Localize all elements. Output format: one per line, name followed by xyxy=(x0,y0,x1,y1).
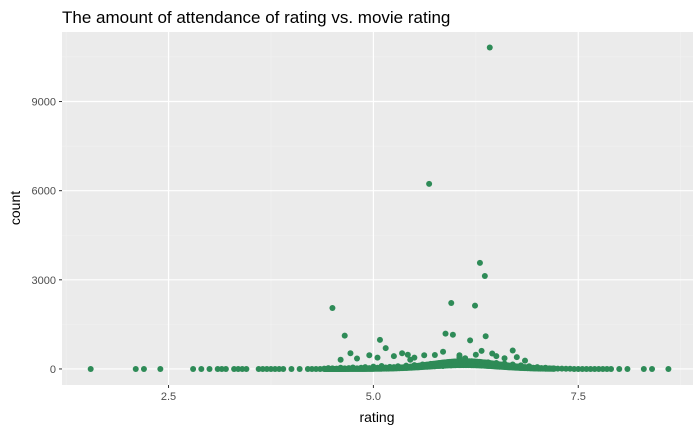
x-axis-title: rating xyxy=(359,409,394,425)
data-point xyxy=(390,353,397,360)
data-point xyxy=(665,365,672,372)
y-tick-label: 6000 xyxy=(32,186,56,198)
x-tick-label: 7.5 xyxy=(571,391,586,403)
data-point xyxy=(140,365,147,372)
x-tick-label: 2.5 xyxy=(161,391,176,403)
y-axis-ticks: 0 3000 6000 9000 xyxy=(32,97,62,376)
data-point xyxy=(399,350,406,357)
data-point xyxy=(608,365,615,372)
data-point xyxy=(478,347,485,354)
data-point xyxy=(329,305,336,312)
data-point xyxy=(296,365,303,372)
data-point xyxy=(442,330,449,337)
x-tick-label: 5.0 xyxy=(366,391,381,403)
data-point xyxy=(482,333,489,340)
data-point xyxy=(649,365,656,372)
data-point xyxy=(366,352,373,359)
data-point xyxy=(354,355,361,362)
data-point xyxy=(206,365,213,372)
data-point xyxy=(448,299,455,306)
data-point xyxy=(288,365,295,372)
x-axis-ticks: 2.5 5.0 7.5 xyxy=(161,385,586,403)
data-point xyxy=(280,365,287,372)
data-point xyxy=(157,365,164,372)
data-point xyxy=(407,356,414,363)
data-point xyxy=(431,351,438,358)
data-point xyxy=(426,180,433,187)
y-axis-title: count xyxy=(7,191,23,225)
data-point xyxy=(472,302,479,309)
minor-grid xyxy=(62,32,693,385)
data-point xyxy=(640,365,647,372)
data-points xyxy=(87,44,672,372)
data-point xyxy=(481,272,488,279)
data-point xyxy=(190,365,197,372)
data-point xyxy=(513,354,520,361)
data-point xyxy=(476,259,483,266)
data-point xyxy=(493,353,500,360)
data-point xyxy=(522,357,529,364)
data-point xyxy=(347,350,354,357)
data-point xyxy=(551,365,558,372)
data-point xyxy=(616,365,623,372)
y-tick-label: 9000 xyxy=(32,97,56,109)
data-point xyxy=(337,356,344,363)
data-point xyxy=(509,347,516,354)
data-point xyxy=(87,365,94,372)
data-point xyxy=(376,336,383,343)
y-tick-label: 0 xyxy=(50,364,56,376)
data-point xyxy=(501,355,508,362)
data-point xyxy=(472,351,479,358)
data-point xyxy=(449,331,456,338)
data-point xyxy=(341,332,348,339)
data-point xyxy=(382,345,389,352)
chart-title: The amount of attendance of rating vs. m… xyxy=(62,8,450,27)
data-point xyxy=(624,365,631,372)
data-point xyxy=(486,44,493,51)
data-point xyxy=(243,365,250,372)
y-tick-label: 3000 xyxy=(32,275,56,287)
data-point xyxy=(440,348,447,355)
data-point xyxy=(132,365,139,372)
plot-panel xyxy=(62,32,693,385)
data-point xyxy=(222,365,229,372)
data-point xyxy=(467,337,474,344)
data-point xyxy=(421,352,428,359)
data-point xyxy=(198,365,205,372)
data-point xyxy=(404,351,411,358)
data-point xyxy=(374,354,381,361)
